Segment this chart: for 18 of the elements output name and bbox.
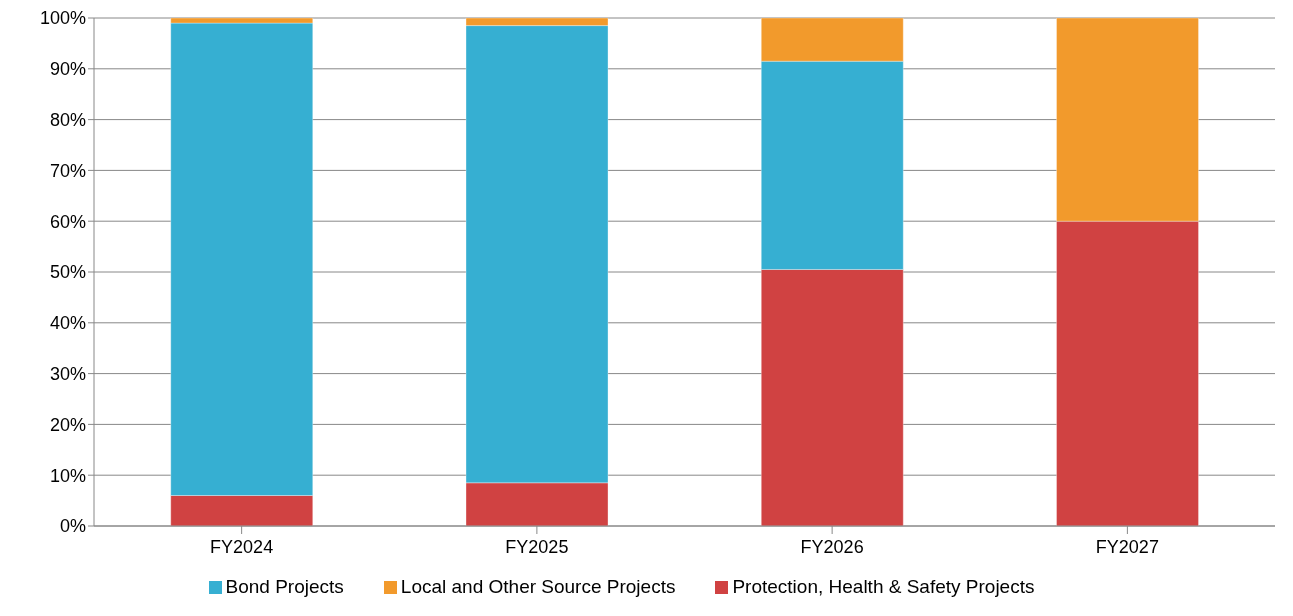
y-tick-label: 20% (49, 414, 86, 435)
y-tick-label: 0% (59, 516, 86, 537)
y-tick-label: 80% (49, 109, 86, 130)
x-tick-label: FY2027 (1095, 536, 1159, 557)
y-tick-label: 90% (49, 59, 86, 80)
y-tick-label: 70% (49, 160, 86, 181)
x-tick-label: FY2024 (210, 536, 274, 557)
y-tick-label: 10% (49, 465, 86, 486)
legend-label: Local and Other Source Projects (400, 576, 676, 597)
x-tick-label: FY2026 (800, 536, 864, 557)
y-tick-label: 30% (49, 363, 86, 384)
y-tick-label: 50% (49, 262, 86, 283)
legend-label: Protection, Health & Safety Projects (732, 576, 1035, 597)
y-tick-label: 100% (39, 8, 86, 29)
y-tick-label: 40% (49, 313, 86, 334)
y-tick-label: 60% (49, 211, 86, 232)
legend-label: Bond Projects (225, 576, 344, 597)
x-tick-label: FY2025 (505, 536, 569, 557)
